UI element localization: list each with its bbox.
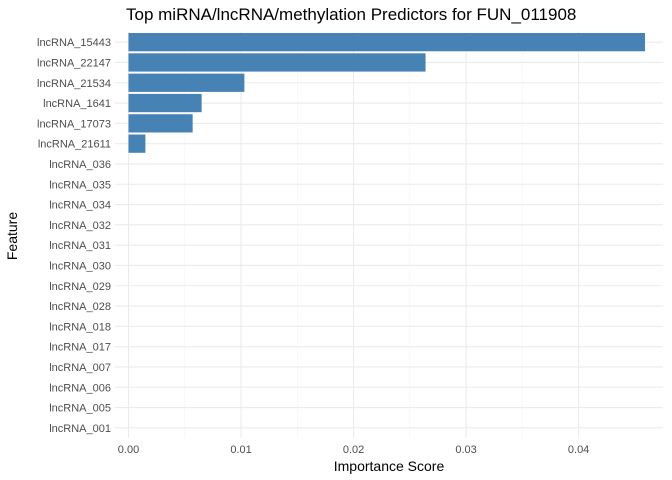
y-tick-label: lncRNA_22147 xyxy=(37,57,111,69)
bar-lncRNA_21534 xyxy=(128,73,245,92)
bar-lncRNA_1641 xyxy=(128,93,202,113)
y-tick-label: lncRNA_029 xyxy=(49,281,111,293)
y-tick-label: lncRNA_21611 xyxy=(38,139,111,151)
x-tick-label: 0.01 xyxy=(230,444,251,456)
y-tick-label: lncRNA_034 xyxy=(49,200,111,212)
y-tick-label: lncRNA_005 xyxy=(49,403,111,415)
y-tick-label: lncRNA_21534 xyxy=(37,78,111,90)
y-tick-label: lncRNA_031 xyxy=(49,240,111,252)
y-tick-label: lncRNA_036 xyxy=(49,159,111,171)
bar-lncRNA_21611 xyxy=(128,134,146,153)
y-tick-label: lncRNA_17073 xyxy=(37,118,111,130)
x-tick-label: 0.04 xyxy=(568,444,589,456)
y-axis-title: Feature xyxy=(4,212,20,260)
bar-lncRNA_17073 xyxy=(128,114,193,133)
y-tick-label: lncRNA_035 xyxy=(49,179,111,191)
y-tick-label: lncRNA_017 xyxy=(49,342,111,354)
y-tick-label: lncRNA_006 xyxy=(49,382,111,394)
y-tick-label: lncRNA_15443 xyxy=(37,37,111,49)
y-tick-label: lncRNA_018 xyxy=(49,321,111,333)
x-tick-label: 0.02 xyxy=(343,444,364,456)
chart-title: Top miRNA/lncRNA/methylation Predictors … xyxy=(126,5,576,24)
bar-lncRNA_22147 xyxy=(128,53,426,72)
bar-lncRNA_15443 xyxy=(128,33,645,52)
y-tick-label: lncRNA_032 xyxy=(49,220,111,232)
y-tick-label: lncRNA_028 xyxy=(49,301,111,313)
y-tick-label: lncRNA_1641 xyxy=(43,98,111,110)
y-tick-label: lncRNA_007 xyxy=(49,362,111,374)
x-tick-label: 0.00 xyxy=(118,444,139,456)
x-tick-label: 0.03 xyxy=(455,444,476,456)
x-axis-title: Importance Score xyxy=(334,458,445,474)
y-tick-label: lncRNA_030 xyxy=(49,260,111,272)
y-tick-label: lncRNA_001 xyxy=(49,423,111,435)
